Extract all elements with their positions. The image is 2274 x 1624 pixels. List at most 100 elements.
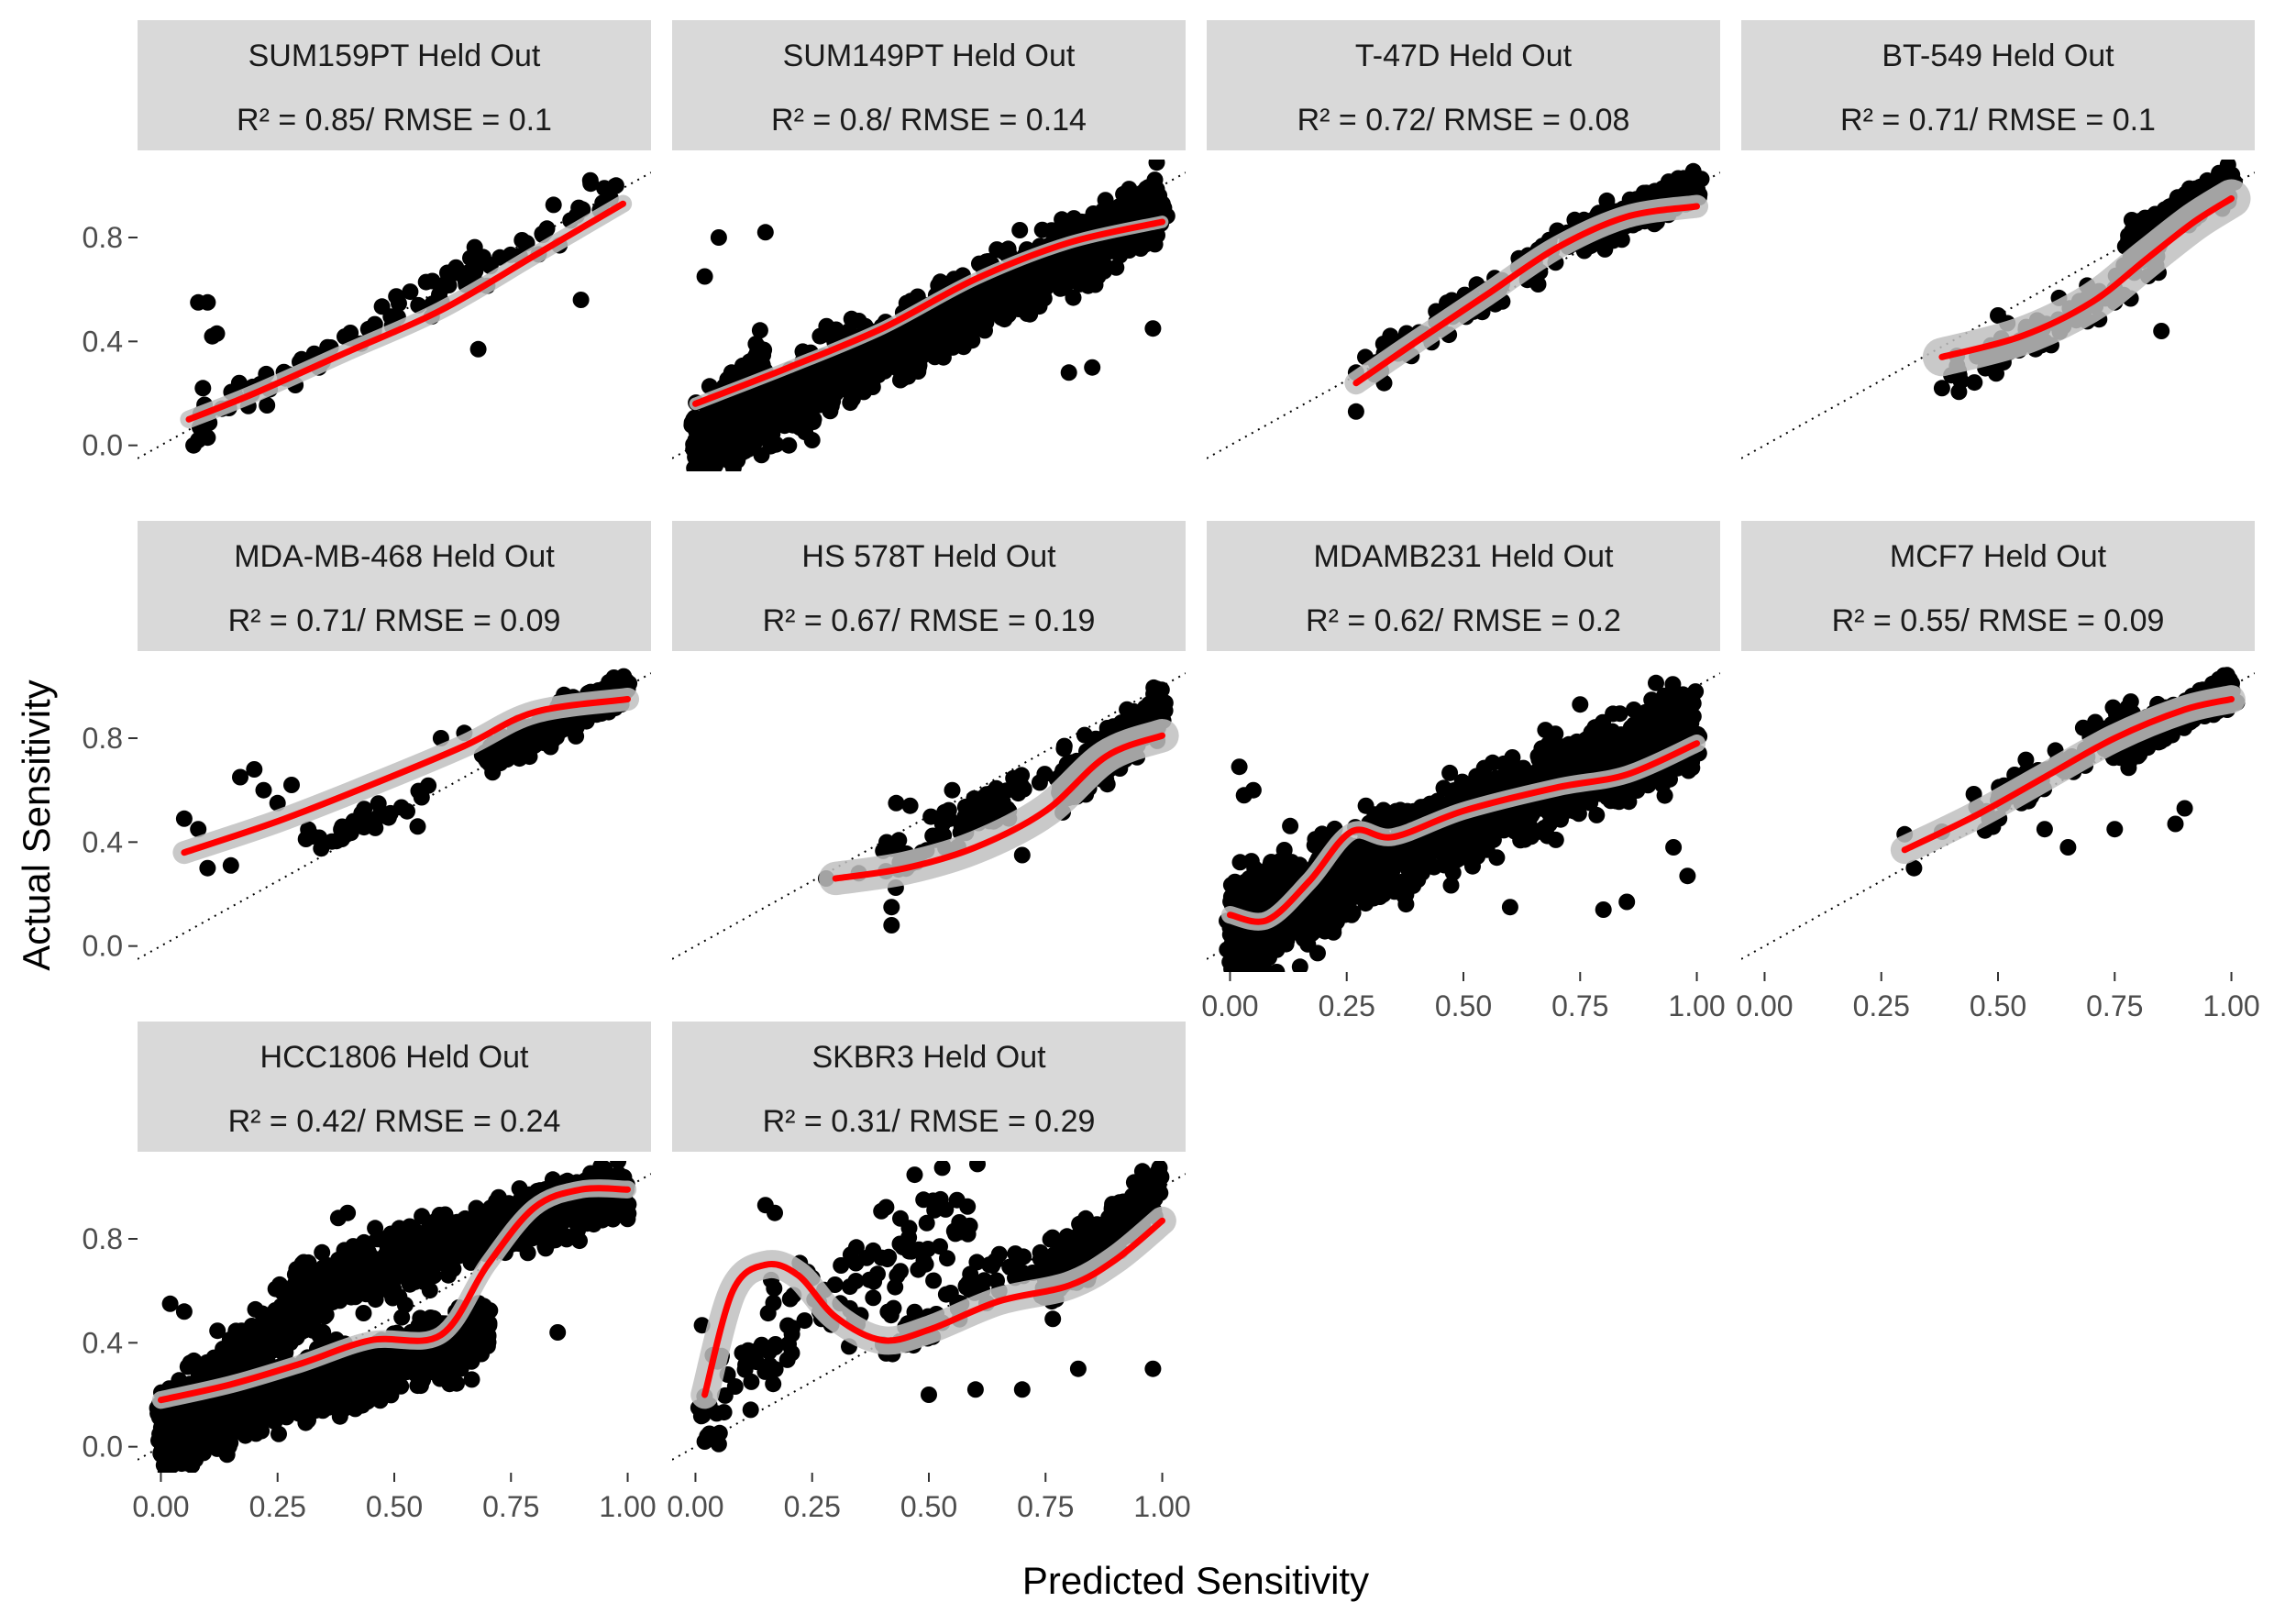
data-point bbox=[792, 380, 810, 397]
data-point bbox=[1146, 171, 1164, 189]
facet-strip bbox=[672, 521, 1186, 651]
data-point bbox=[696, 475, 712, 492]
data-point bbox=[1127, 191, 1144, 208]
data-point bbox=[1387, 802, 1405, 820]
data-point bbox=[2153, 323, 2170, 339]
data-point bbox=[232, 768, 248, 786]
data-point bbox=[934, 348, 952, 366]
data-point bbox=[697, 463, 714, 471]
facet-title: HS 578T Held Out bbox=[801, 539, 1056, 574]
data-point bbox=[302, 825, 319, 843]
data-point bbox=[883, 899, 900, 916]
data-point bbox=[757, 425, 775, 442]
data-point bbox=[1643, 691, 1661, 709]
data-point bbox=[883, 917, 900, 934]
data-point bbox=[1465, 844, 1483, 861]
data-point bbox=[546, 722, 564, 739]
data-point bbox=[1230, 892, 1247, 910]
data-point bbox=[246, 761, 263, 778]
data-point bbox=[222, 856, 239, 874]
data-point bbox=[572, 292, 590, 308]
data-point bbox=[283, 777, 300, 793]
scatter-points bbox=[185, 171, 624, 454]
plot-area bbox=[672, 672, 1186, 960]
data-point bbox=[1468, 828, 1485, 845]
data-point bbox=[499, 751, 516, 768]
data-point bbox=[1363, 849, 1381, 867]
data-point bbox=[1656, 687, 1672, 704]
data-point bbox=[1654, 776, 1672, 793]
data-point bbox=[1648, 674, 1664, 691]
data-point bbox=[491, 249, 509, 266]
data-point bbox=[1031, 774, 1048, 791]
data-point bbox=[514, 732, 532, 749]
data-point bbox=[1588, 806, 1606, 823]
data-point bbox=[194, 380, 212, 397]
confidence-ribbon bbox=[1344, 194, 1708, 395]
data-point bbox=[1933, 380, 1950, 397]
data-point bbox=[772, 397, 789, 414]
data-point bbox=[1620, 793, 1638, 811]
plot-area bbox=[1207, 162, 1720, 459]
data-point bbox=[1598, 192, 1616, 209]
facet-stats: R² = 0.85/ RMSE = 0.1 bbox=[237, 103, 552, 138]
facet-stats: R² = 0.62/ RMSE = 0.2 bbox=[1306, 603, 1621, 638]
data-point bbox=[1483, 810, 1500, 827]
data-point bbox=[1500, 807, 1518, 824]
data-point bbox=[1532, 746, 1550, 763]
data-point bbox=[1033, 221, 1051, 238]
data-point bbox=[199, 293, 216, 311]
data-point bbox=[1575, 792, 1593, 809]
data-point bbox=[758, 408, 776, 425]
data-point bbox=[1683, 754, 1701, 770]
data-point bbox=[409, 818, 426, 835]
data-point bbox=[1365, 875, 1383, 892]
data-point bbox=[1357, 895, 1374, 912]
data-point bbox=[878, 834, 895, 851]
data-point bbox=[474, 252, 491, 270]
data-point bbox=[1529, 276, 1547, 293]
data-point bbox=[804, 414, 822, 430]
y-tick-label: 0.4 bbox=[83, 825, 123, 858]
data-point bbox=[480, 746, 498, 764]
data-point bbox=[898, 337, 915, 354]
data-point bbox=[581, 171, 599, 189]
y-tick-label: 0.4 bbox=[83, 325, 123, 358]
data-point bbox=[901, 797, 919, 814]
facet-title: T-47D Held Out bbox=[1355, 39, 1573, 73]
data-point bbox=[928, 312, 945, 329]
data-point bbox=[971, 255, 988, 272]
data-point bbox=[1397, 896, 1415, 913]
data-point bbox=[1060, 364, 1077, 381]
data-point bbox=[518, 235, 535, 252]
data-point bbox=[1488, 769, 1506, 787]
y-tick-label: 0.0 bbox=[83, 930, 123, 963]
data-point bbox=[1282, 817, 1299, 834]
data-point bbox=[842, 394, 859, 412]
data-point bbox=[1575, 752, 1593, 768]
data-point bbox=[751, 322, 768, 339]
data-point bbox=[1966, 374, 1983, 392]
data-point bbox=[1607, 792, 1625, 810]
facet-title: SUM159PT Held Out bbox=[248, 39, 541, 73]
data-point bbox=[1453, 773, 1471, 790]
data-point bbox=[313, 840, 330, 857]
data-point bbox=[912, 336, 929, 353]
data-point bbox=[946, 336, 963, 352]
data-point bbox=[2219, 160, 2236, 173]
data-point bbox=[255, 781, 272, 799]
data-point bbox=[1673, 716, 1691, 734]
data-point bbox=[890, 832, 908, 849]
smooth-line bbox=[1938, 195, 2235, 360]
data-point bbox=[1950, 383, 1968, 401]
data-point bbox=[726, 424, 744, 441]
data-point bbox=[1352, 839, 1370, 856]
data-point bbox=[1148, 160, 1165, 171]
facet-title: BT-549 Held Out bbox=[1882, 39, 2114, 73]
scatter-points bbox=[683, 160, 1176, 492]
data-point bbox=[866, 343, 883, 360]
